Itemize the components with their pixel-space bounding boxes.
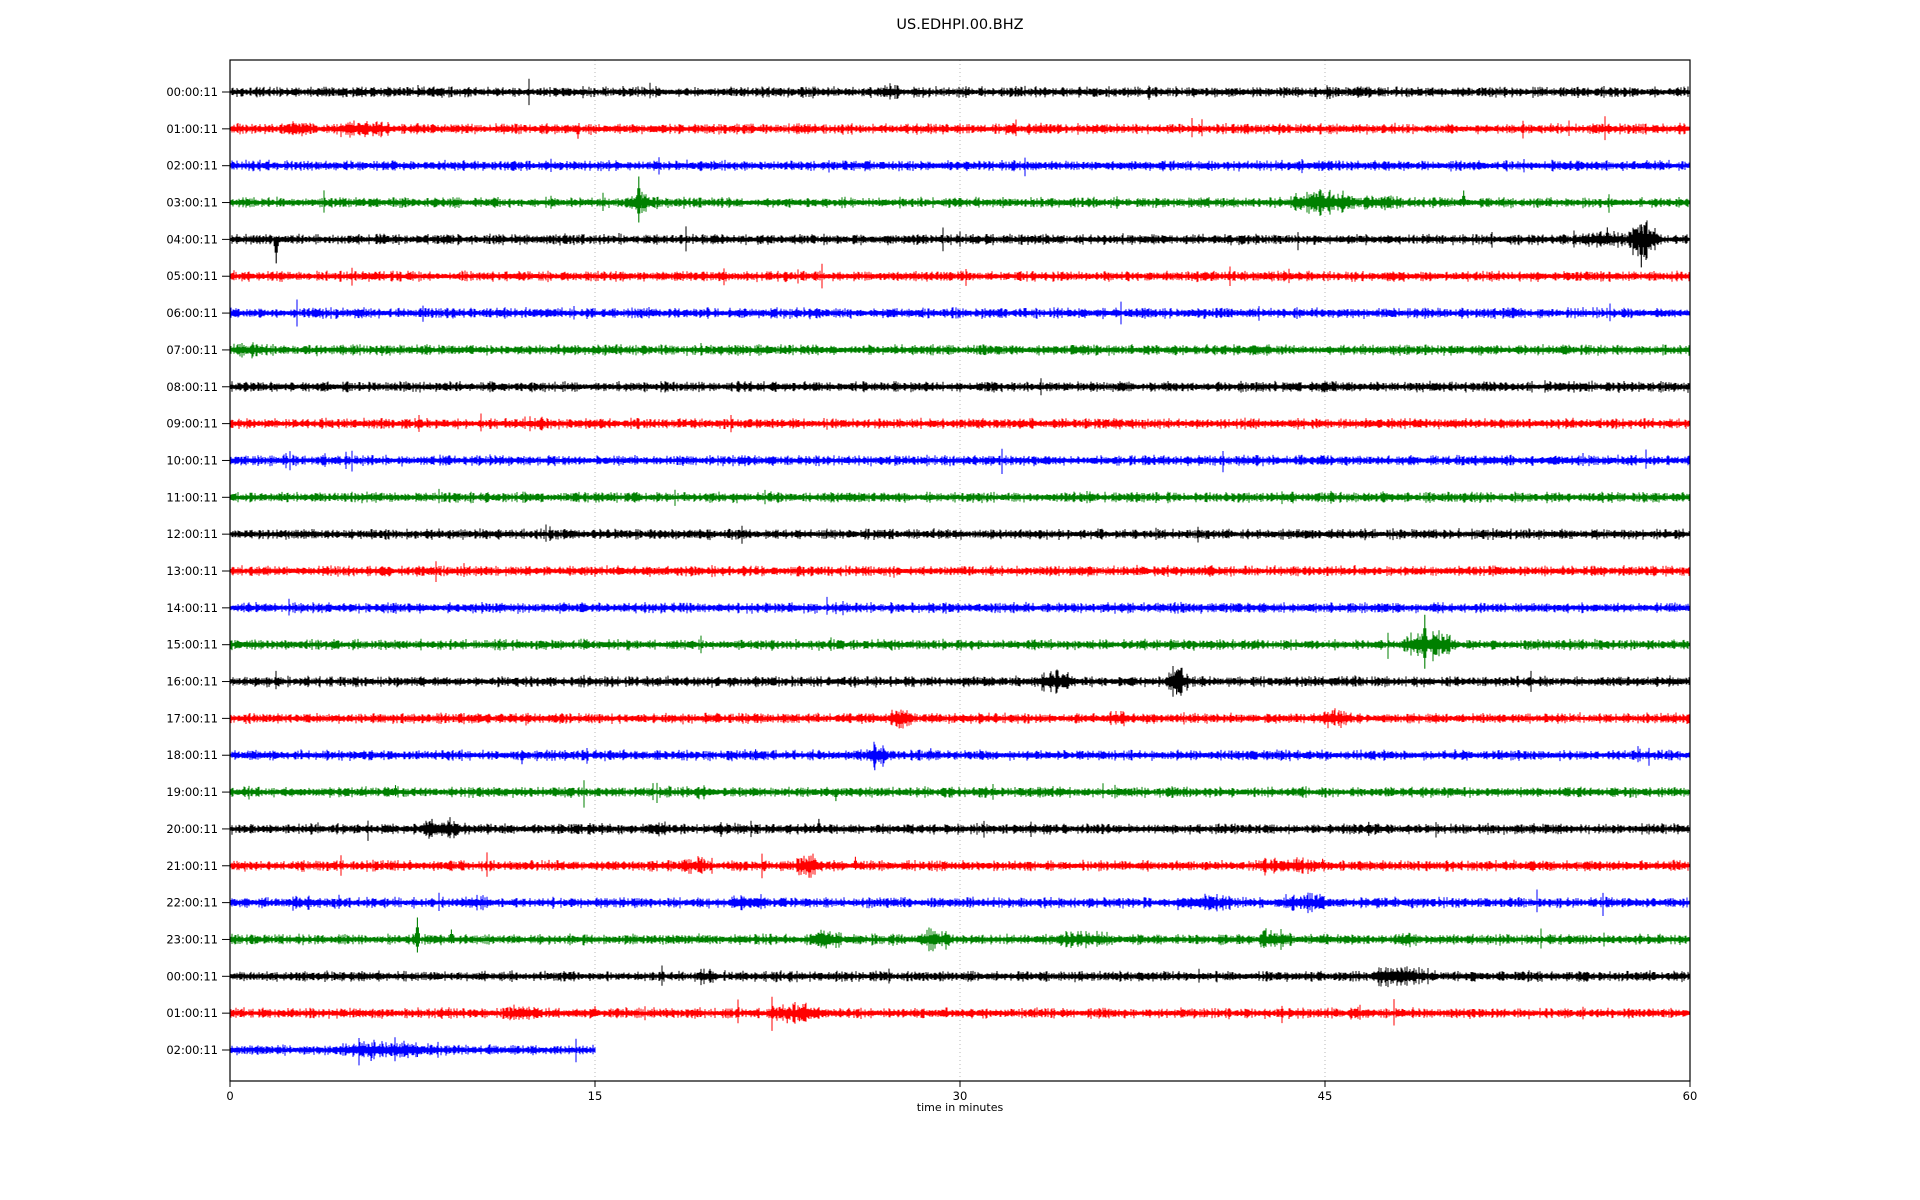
y-tick-label: 00:00:11 xyxy=(166,85,218,99)
y-tick-label: 13:00:11 xyxy=(166,564,218,578)
trace-row-1-events xyxy=(575,125,581,139)
y-tick-label: 16:00:11 xyxy=(166,675,218,689)
y-tick-label: 07:00:11 xyxy=(166,343,218,357)
y-tick-label: 10:00:11 xyxy=(166,453,218,467)
trace-row-11 xyxy=(229,488,1691,506)
trace-row-19-events xyxy=(392,785,839,802)
y-tick-label: 02:00:11 xyxy=(166,159,218,173)
trace-row-26 xyxy=(229,1037,596,1066)
trace-row-23-events xyxy=(414,917,829,953)
y-tick-label: 03:00:11 xyxy=(166,196,218,210)
trace-row-18-events xyxy=(519,747,934,771)
y-tick-label: 06:00:11 xyxy=(166,306,218,320)
trace-row-17 xyxy=(229,708,1691,729)
trace-row-24-events xyxy=(1390,969,1396,984)
y-tick-label: 20:00:11 xyxy=(166,822,218,836)
x-tick-label: 30 xyxy=(953,1089,968,1103)
y-tick-label: 12:00:11 xyxy=(166,527,218,541)
y-tick-label: 15:00:11 xyxy=(166,638,218,652)
y-tick-label: 09:00:11 xyxy=(166,417,218,431)
trace-row-0-events xyxy=(1327,87,1333,99)
y-tick-label: 17:00:11 xyxy=(166,711,218,725)
trace-row-4-events xyxy=(273,224,1644,268)
x-tick-label: 0 xyxy=(226,1089,233,1103)
y-tick-label: 22:00:11 xyxy=(166,896,218,910)
y-tick-label: 08:00:11 xyxy=(166,380,218,394)
x-tick-label: 60 xyxy=(1683,1089,1698,1103)
y-tick-label: 23:00:11 xyxy=(166,932,218,946)
trace-row-21-events xyxy=(806,856,1326,878)
trace-row-17-events xyxy=(896,710,1335,729)
trace-row-15-events xyxy=(1422,614,1428,669)
trace-row-0 xyxy=(229,78,1691,106)
y-tick-label: 01:00:11 xyxy=(166,122,218,136)
y-tick-label: 18:00:11 xyxy=(166,748,218,762)
y-tick-label: 01:00:11 xyxy=(166,1006,218,1020)
trace-row-6 xyxy=(229,299,1691,327)
y-tick-label: 21:00:11 xyxy=(166,859,218,873)
trace-row-16-events xyxy=(1174,670,1180,695)
y-tick-label: 11:00:11 xyxy=(166,490,218,504)
y-tick-label: 00:00:11 xyxy=(166,969,218,983)
trace-row-25-events xyxy=(592,1006,802,1024)
trace-row-20-events xyxy=(429,818,1372,837)
y-tick-label: 19:00:11 xyxy=(166,785,218,799)
trace-row-3 xyxy=(229,189,1691,216)
trace-row-18 xyxy=(229,741,1691,768)
y-tick-label: 02:00:11 xyxy=(166,1043,218,1057)
trace-row-22-events xyxy=(1298,896,1304,909)
trace-row-25 xyxy=(229,996,1691,1031)
x-axis-label: time in minutes xyxy=(916,1101,1004,1114)
trace-row-3-events xyxy=(636,176,1467,223)
trace-row-26-events xyxy=(368,1046,420,1061)
chart-title: US.EDHPI.00.BHZ xyxy=(896,17,1024,33)
x-tick-label: 15 xyxy=(588,1089,603,1103)
y-tick-label: 14:00:11 xyxy=(166,601,218,615)
y-tick-label: 05:00:11 xyxy=(166,269,218,283)
trace-row-4 xyxy=(229,220,1691,260)
y-tick-label: 04:00:11 xyxy=(166,232,218,246)
x-tick-label: 45 xyxy=(1318,1089,1333,1103)
